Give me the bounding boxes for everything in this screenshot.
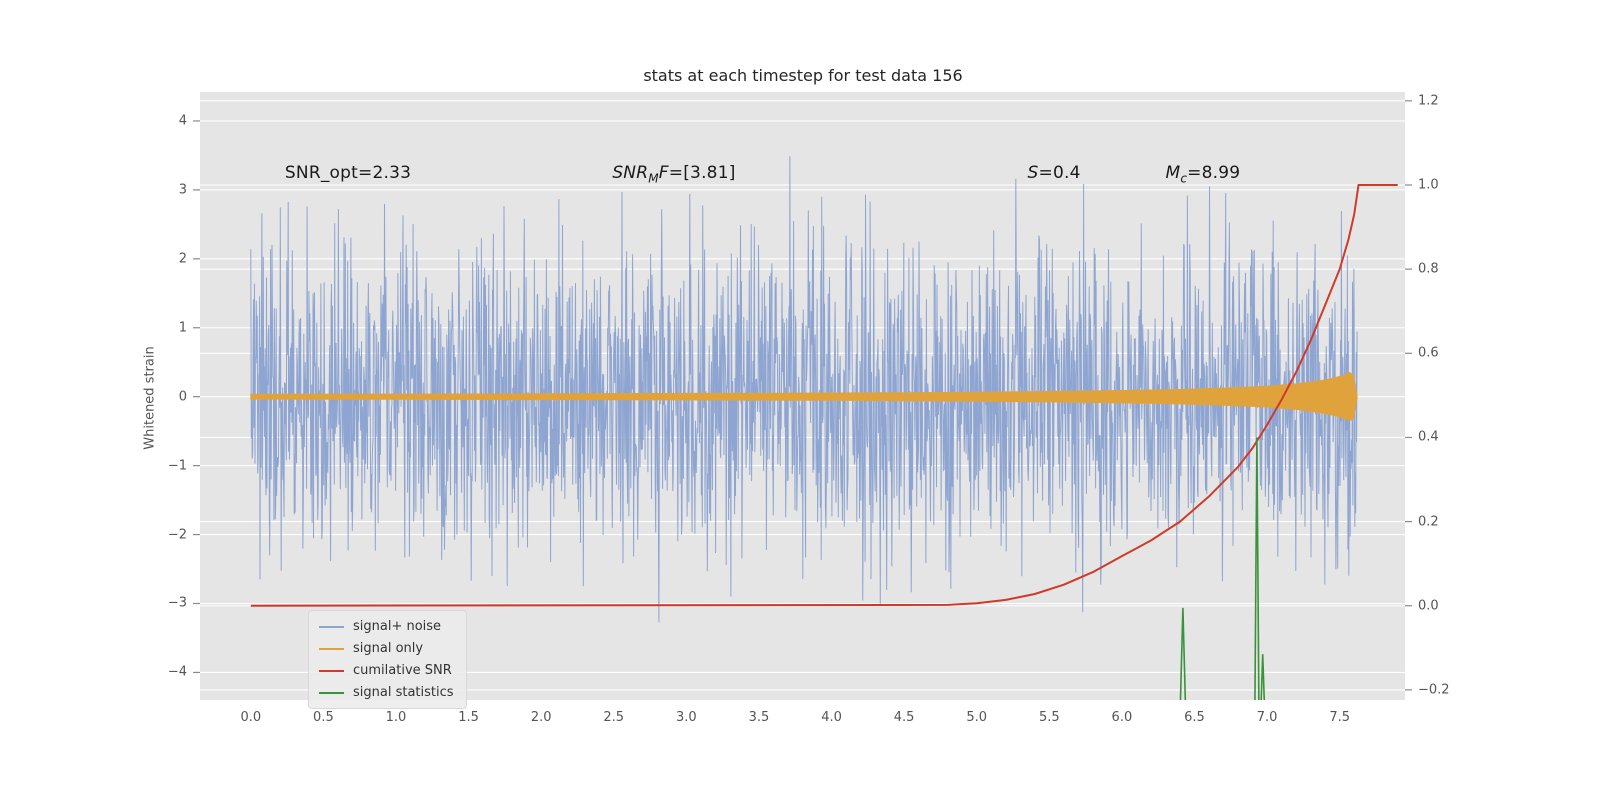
annotation: SNRMF=[3.81]: [612, 163, 735, 185]
legend-item: cumilative SNR: [319, 663, 454, 678]
annotation-segment: =0.4: [1038, 163, 1081, 184]
annotation-segment: c: [1180, 171, 1188, 186]
y-tick-label-left: −2: [167, 527, 187, 543]
chart-title: stats at each timestep for test data 156: [643, 66, 963, 85]
x-tick-label: 6.5: [1184, 710, 1205, 725]
y-axis-label: Whitened strain: [142, 346, 158, 450]
annotation-segment: S: [1027, 163, 1039, 184]
legend-label: signal statistics: [353, 685, 454, 700]
x-tick-label: 2.0: [530, 710, 552, 725]
annotation-segment: F: [658, 163, 669, 184]
legend-swatch: [319, 647, 344, 650]
series-signal-noise: [250, 156, 1358, 623]
x-tick-label: 0.0: [240, 710, 262, 725]
series-cumilative-snr: [250, 184, 1398, 607]
legend-label: signal+ noise: [353, 619, 442, 634]
y-tick-label-left: −1: [167, 458, 187, 474]
legend-item: signal statistics: [319, 685, 454, 700]
y-tick-label-right: 0.2: [1418, 514, 1439, 530]
legend-item: signal+ noise: [319, 619, 454, 634]
series-signal-statistics-spike: [1179, 607, 1187, 700]
annotation: SNR_opt=2.33: [285, 163, 411, 183]
x-tick-label: 7.5: [1329, 710, 1350, 725]
legend: signal+ noise signal only cumilative SNR si…: [308, 610, 467, 709]
x-tick-label: 1.0: [385, 710, 407, 725]
y-tick-label-left: −3: [167, 595, 187, 611]
x-tick-label: 5.0: [966, 710, 988, 725]
x-tick-label: 3.0: [676, 710, 697, 725]
y-tick-label-left: −4: [167, 664, 187, 680]
y-tick-label-right: −0.2: [1418, 682, 1450, 698]
annotation-segment: =[3.81]: [668, 163, 736, 184]
x-tick-label: 1.5: [458, 710, 479, 725]
x-tick-label: 3.5: [748, 710, 770, 725]
y-tick-label-left: 1: [178, 320, 187, 336]
y-tick-label-right: 0.4: [1418, 429, 1439, 445]
y-tick-label-left: 4: [178, 113, 187, 129]
x-tick-label: 4.5: [893, 710, 915, 725]
x-tick-label: 7.0: [1256, 710, 1278, 725]
y-tick-label-right: 1.0: [1418, 177, 1439, 193]
annotation-segment: M: [648, 171, 659, 186]
x-tick-label: 2.5: [603, 710, 625, 725]
x-tick-label: 6.0: [1111, 710, 1133, 725]
x-tick-label: 0.5: [313, 710, 334, 725]
annotation-segment: =8.99: [1187, 163, 1241, 184]
y-tick-label-right: 0.0: [1418, 598, 1439, 614]
annotation-segment: SNR_opt=2.33: [284, 163, 412, 184]
legend-item: signal only: [319, 641, 454, 656]
legend-swatch: [319, 669, 344, 672]
annotation-segment: SNR: [612, 163, 649, 184]
annotation-segment: M: [1165, 163, 1181, 184]
y-tick-label-left: 2: [178, 251, 187, 267]
y-tick-label-right: 1.2: [1418, 93, 1439, 109]
y-tick-label-left: 0: [178, 389, 187, 405]
x-tick-label: 4.0: [821, 710, 842, 725]
y-tick-label-right: 0.8: [1418, 261, 1439, 277]
legend-label: signal only: [353, 641, 424, 656]
legend-label: cumilative SNR: [353, 663, 452, 678]
series-signal-statistics-spike: [1254, 437, 1260, 700]
series-signal-only: [250, 372, 1358, 422]
annotation: Mc=8.99: [1165, 163, 1240, 185]
y-tick-label-right: 0.6: [1418, 345, 1439, 361]
annotation: S=0.4: [1028, 163, 1081, 183]
legend-swatch: [319, 625, 344, 628]
legend-swatch: [319, 691, 344, 694]
series-signal-statistics-spike: [1260, 654, 1266, 700]
y-tick-label-left: 3: [178, 182, 187, 198]
x-tick-label: 5.5: [1038, 710, 1060, 725]
